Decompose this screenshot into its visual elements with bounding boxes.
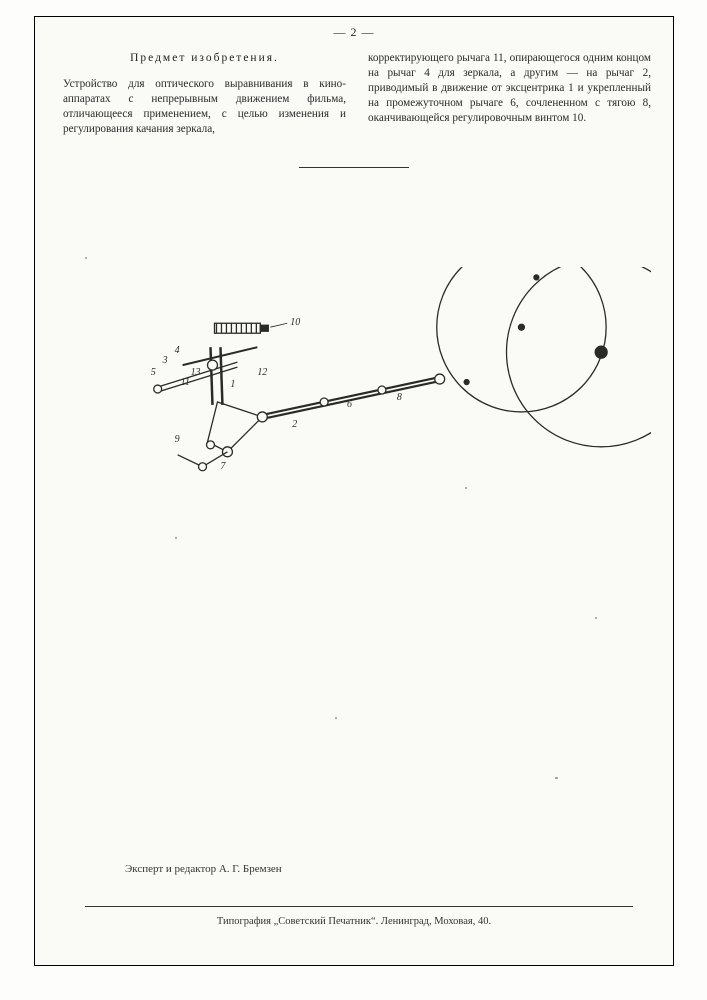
footer-imprint: Типография „Советский Печатник“. Ленингр… — [35, 916, 673, 927]
fig-label-6: 6 — [347, 399, 352, 410]
page-scan: — 2 — Предмет изобретения. Устройство дл… — [0, 0, 707, 1000]
left-column-text: Устройство для оптического выравнивания … — [63, 77, 346, 137]
fig-label-5: 5 — [151, 367, 156, 378]
figure-svg: 10 5 3 4 11 13 12 1 9 7 2 6 8 — [63, 267, 651, 527]
fig-label-8: 8 — [397, 392, 402, 403]
left-column: Предмет изобретения. Устройство для опти… — [63, 51, 346, 137]
scan-speck — [175, 537, 177, 539]
scan-speck — [595, 617, 597, 619]
page-number: — 2 — — [35, 25, 673, 40]
section-divider — [299, 167, 409, 168]
editor-credit: Эксперт и редактор А. Г. Бремзен — [125, 863, 282, 875]
fig-label-7: 7 — [220, 461, 226, 472]
scan-speck — [465, 487, 467, 489]
right-column: корректирующего рычага 11, опирающегося … — [368, 51, 651, 137]
figure: 10 5 3 4 11 13 12 1 9 7 2 6 8 — [63, 267, 651, 527]
fig-label-10: 10 — [290, 317, 300, 328]
scan-speck — [335, 717, 337, 719]
fig-label-11: 11 — [181, 377, 190, 388]
scan-speck — [85, 257, 87, 259]
right-column-text: корректирующего рычага 11, опирающегося … — [368, 51, 651, 127]
fig-label-2: 2 — [292, 419, 297, 430]
fig-label-12: 12 — [257, 367, 267, 378]
page-border: — 2 — Предмет изобретения. Устройство дл… — [34, 16, 674, 966]
fig-label-4: 4 — [175, 345, 180, 356]
section-title: Предмет изобретения. — [63, 51, 346, 67]
fig-label-9: 9 — [175, 434, 180, 445]
scan-speck — [555, 777, 558, 779]
fig-label-3: 3 — [162, 355, 168, 366]
text-columns: Предмет изобретения. Устройство для опти… — [63, 51, 651, 137]
footer-divider — [85, 906, 633, 907]
fig-label-13: 13 — [191, 367, 201, 378]
fig-label-1: 1 — [230, 379, 235, 390]
